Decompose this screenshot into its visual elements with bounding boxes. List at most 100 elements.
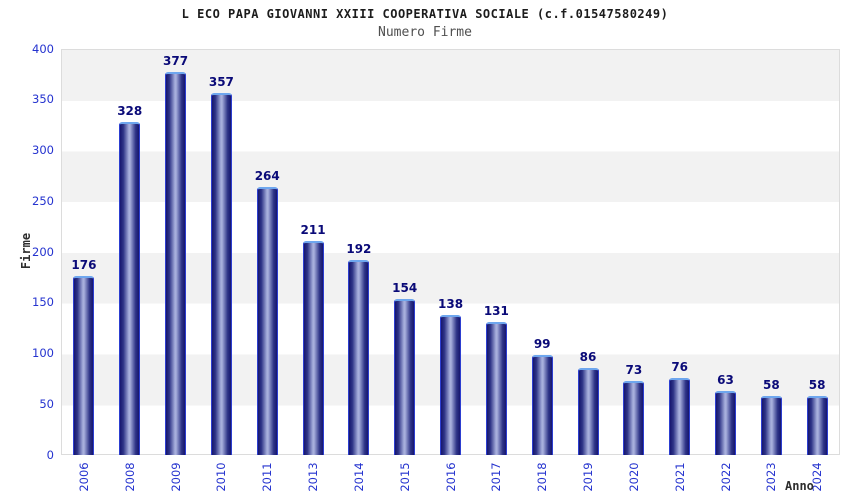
x-tick-slot: 2010 (198, 456, 244, 500)
y-axis-tick-label: 400 (32, 41, 54, 56)
x-tick-slot: 2006 (61, 456, 107, 500)
bar[interactable] (73, 276, 95, 455)
x-tick-slot: 2009 (153, 456, 199, 500)
x-tick-slot: 2015 (382, 456, 428, 500)
x-tick-slot: 2013 (290, 456, 336, 500)
bar-slot: 73 (611, 49, 657, 455)
bar[interactable] (806, 396, 828, 455)
bar-value-label: 264 (254, 169, 280, 183)
bars-row: 176 328 377 357 264 211 192 154 138 131 99 86 73 76 63… (61, 49, 840, 455)
y-axis-ticks: 0 50 100 150 200 250 300 350 400 (0, 0, 54, 500)
bar[interactable] (531, 354, 553, 455)
chart-title: L ECO PAPA GIOVANNI XXIII COOPERATIVA SO… (181, 7, 669, 21)
x-axis-tick-label: 2010 (214, 462, 229, 492)
x-axis-tick-label: 2015 (397, 462, 412, 492)
bar[interactable] (348, 260, 370, 455)
y-axis-tick-label: 200 (32, 244, 54, 259)
bar-value-label: 99 (533, 336, 551, 351)
x-tick-slot: 2016 (428, 456, 474, 500)
bar-value-label: 58 (808, 378, 826, 393)
bar[interactable] (760, 396, 782, 455)
chart-subtitle: Numero Firme (378, 25, 472, 40)
x-axis-tick-label: 2013 (306, 462, 321, 492)
x-axis-tick-label: 2021 (672, 462, 687, 492)
x-tick-slot: 2024 (794, 456, 840, 500)
bar-slot: 76 (657, 49, 703, 455)
bar-value-label: 138 (438, 296, 464, 311)
bar-slot: 138 (428, 49, 474, 455)
bar-value-label: 63 (717, 373, 734, 388)
bar-value-label: 76 (671, 359, 689, 374)
bar[interactable] (256, 187, 278, 455)
bar-slot: 176 (61, 49, 107, 455)
y-axis-tick-label: 0 (46, 447, 54, 462)
bar-slot: 154 (382, 49, 428, 455)
x-axis-tick-label: 2022 (718, 462, 733, 492)
bar-slot: 357 (198, 49, 244, 455)
bar[interactable] (302, 240, 324, 455)
bar[interactable] (485, 322, 507, 455)
bar-slot: 131 (473, 49, 519, 455)
y-axis-title: Firme (19, 232, 33, 270)
bar[interactable] (210, 92, 232, 455)
bar-value-label: 357 (208, 74, 234, 89)
x-tick-slot: 2022 (703, 456, 749, 500)
x-axis-labels: 2006 2008 2009 2010 2011 2013 2014 2015 2016 2017… (61, 456, 840, 500)
bar-value-label: 131 (483, 304, 509, 318)
x-tick-slot: 2019 (565, 456, 611, 500)
y-axis-tick-label: 250 (32, 193, 54, 208)
bar-value-label: 328 (117, 104, 143, 119)
x-axis-tick-label: 2019 (581, 462, 596, 492)
y-axis-tick-label: 300 (32, 143, 54, 157)
bar-slot: 192 (336, 49, 382, 455)
x-tick-slot: 2023 (748, 456, 794, 500)
bar-value-label: 377 (163, 54, 189, 69)
x-axis-title: Anno (785, 479, 814, 493)
x-axis-tick-label: 2006 (76, 462, 91, 492)
x-tick-slot: 2011 (244, 456, 290, 500)
x-axis-tick-label: 2011 (260, 462, 275, 492)
bar-value-label: 176 (71, 258, 97, 273)
bar-value-label: 154 (392, 280, 418, 295)
x-axis-tick-label: 2016 (443, 462, 458, 492)
x-tick-slot: 2008 (107, 456, 153, 500)
x-axis-tick-label: 2017 (489, 462, 504, 492)
x-axis-tick-label: 2008 (122, 462, 137, 492)
bar-value-label: 58 (762, 378, 780, 393)
bar-slot: 58 (794, 49, 840, 455)
bar-value-label: 192 (346, 242, 372, 257)
bar-slot: 264 (244, 49, 290, 455)
bar-slot: 377 (153, 49, 199, 455)
x-axis-tick-label: 2014 (351, 462, 366, 492)
bar-slot: 58 (748, 49, 794, 455)
bar[interactable] (394, 298, 416, 455)
bar-slot: 63 (703, 49, 749, 455)
bar[interactable] (669, 377, 691, 455)
bar[interactable] (165, 72, 187, 455)
x-axis-tick-label: 2009 (168, 462, 183, 492)
x-tick-slot: 2014 (336, 456, 382, 500)
y-axis-tick-label: 350 (32, 92, 54, 107)
bar[interactable] (119, 122, 141, 455)
x-tick-slot: 2021 (657, 456, 703, 500)
bar[interactable] (623, 380, 645, 455)
x-axis-tick-label: 2018 (535, 462, 550, 492)
bar[interactable] (577, 367, 599, 455)
bar-value-label: 211 (300, 222, 326, 237)
y-axis-tick-label: 150 (32, 295, 54, 310)
bar-value-label: 73 (625, 362, 643, 377)
x-tick-slot: 2017 (473, 456, 519, 500)
bar[interactable] (440, 314, 462, 455)
y-axis-tick-label: 100 (32, 346, 54, 360)
x-axis-tick-label: 2020 (626, 462, 641, 492)
bar-slot: 211 (290, 49, 336, 455)
bar-slot: 328 (107, 49, 153, 455)
x-axis-tick-label: 2023 (764, 462, 779, 492)
bar-value-label: 86 (579, 349, 597, 364)
x-tick-slot: 2020 (611, 456, 657, 500)
bar-slot: 99 (519, 49, 565, 455)
x-tick-slot: 2018 (519, 456, 565, 500)
y-axis-tick-label: 50 (39, 396, 54, 411)
bar[interactable] (715, 391, 736, 455)
